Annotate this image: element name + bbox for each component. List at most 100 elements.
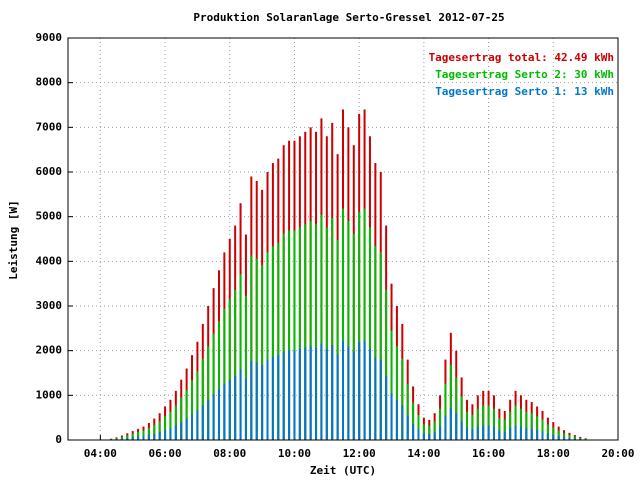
bar xyxy=(271,246,274,440)
bar xyxy=(503,419,506,440)
bar xyxy=(320,214,323,440)
bar xyxy=(385,289,388,440)
y-tick-label: 0 xyxy=(55,433,62,446)
bar xyxy=(223,308,226,440)
bar xyxy=(390,330,393,440)
bar xyxy=(288,230,291,440)
bar xyxy=(444,383,447,440)
bar xyxy=(498,418,501,440)
bar xyxy=(487,425,490,440)
y-tick-label: 8000 xyxy=(36,76,63,89)
bar xyxy=(573,436,576,440)
bar xyxy=(120,438,123,440)
bar xyxy=(568,437,571,440)
bar xyxy=(422,424,425,440)
bar xyxy=(217,321,220,440)
bar xyxy=(541,431,544,440)
bar xyxy=(557,435,560,440)
bar xyxy=(153,433,156,440)
bar xyxy=(342,340,344,440)
x-axis-label: Zeit (UTC) xyxy=(310,464,376,477)
bar xyxy=(207,399,210,440)
bar xyxy=(266,252,269,440)
bar xyxy=(255,258,258,440)
bar xyxy=(412,402,415,440)
bar xyxy=(395,399,398,440)
y-tick-label: 6000 xyxy=(36,165,63,178)
bar xyxy=(336,239,339,440)
bar xyxy=(563,436,566,440)
bar xyxy=(131,437,134,440)
x-tick-label: 10:00 xyxy=(278,447,311,460)
bar xyxy=(315,224,318,440)
bar xyxy=(374,246,377,440)
bar xyxy=(239,368,242,440)
bar xyxy=(476,408,479,440)
y-tick-label: 3000 xyxy=(36,299,63,312)
bar xyxy=(509,411,512,440)
bar xyxy=(482,405,485,440)
bar xyxy=(352,233,355,440)
bar xyxy=(271,356,274,440)
bar xyxy=(266,359,269,440)
bar xyxy=(331,344,334,440)
bar xyxy=(455,377,458,440)
y-tick-label: 5000 xyxy=(36,210,63,223)
bar xyxy=(174,425,177,440)
bar xyxy=(401,405,404,440)
bar xyxy=(277,355,280,440)
bar xyxy=(358,211,361,440)
bar xyxy=(288,350,291,440)
bar xyxy=(201,358,204,440)
legend-entry: Tagesertrag Serto 1: 13 kWh xyxy=(435,85,614,98)
x-tick-label: 18:00 xyxy=(537,447,570,460)
bar xyxy=(573,438,576,440)
bar xyxy=(417,414,420,440)
bar xyxy=(433,421,436,440)
bar xyxy=(212,333,215,440)
bar xyxy=(449,364,452,440)
bar xyxy=(492,408,495,440)
legend-entry: Tagesertrag total: 42.49 kWh xyxy=(429,51,614,64)
bar xyxy=(422,433,425,440)
x-tick-label: 16:00 xyxy=(472,447,505,460)
bar xyxy=(347,221,350,440)
bar xyxy=(244,296,247,440)
bar xyxy=(530,413,533,440)
bar xyxy=(331,218,334,440)
bar xyxy=(395,346,398,440)
bar xyxy=(439,408,442,440)
bar xyxy=(180,397,183,440)
bar xyxy=(320,343,323,440)
bar xyxy=(217,389,220,440)
x-tick-label: 12:00 xyxy=(343,447,376,460)
bar xyxy=(530,428,533,440)
legend-entry: Tagesertrag Serto 2: 30 kWh xyxy=(435,68,614,81)
bar xyxy=(309,221,312,440)
bar xyxy=(385,375,388,440)
y-tick-label: 2000 xyxy=(36,344,63,357)
bar xyxy=(428,434,431,440)
bar xyxy=(368,348,371,440)
y-tick-label: 1000 xyxy=(36,388,63,401)
y-tick-label: 9000 xyxy=(36,31,63,44)
bar xyxy=(142,435,145,440)
bar xyxy=(282,233,285,440)
bar xyxy=(584,438,587,440)
bar xyxy=(191,380,194,440)
bar xyxy=(234,375,237,440)
bar xyxy=(185,389,188,440)
bar xyxy=(325,227,328,440)
bar xyxy=(169,411,172,440)
bar xyxy=(498,430,501,440)
bar xyxy=(439,426,442,440)
x-tick-label: 14:00 xyxy=(407,447,440,460)
bar xyxy=(390,393,393,440)
bar xyxy=(433,431,436,440)
bar xyxy=(358,342,361,440)
bar xyxy=(541,419,544,440)
bar xyxy=(557,430,560,440)
bar xyxy=(525,411,528,440)
bar xyxy=(255,362,258,440)
bar xyxy=(363,340,366,440)
